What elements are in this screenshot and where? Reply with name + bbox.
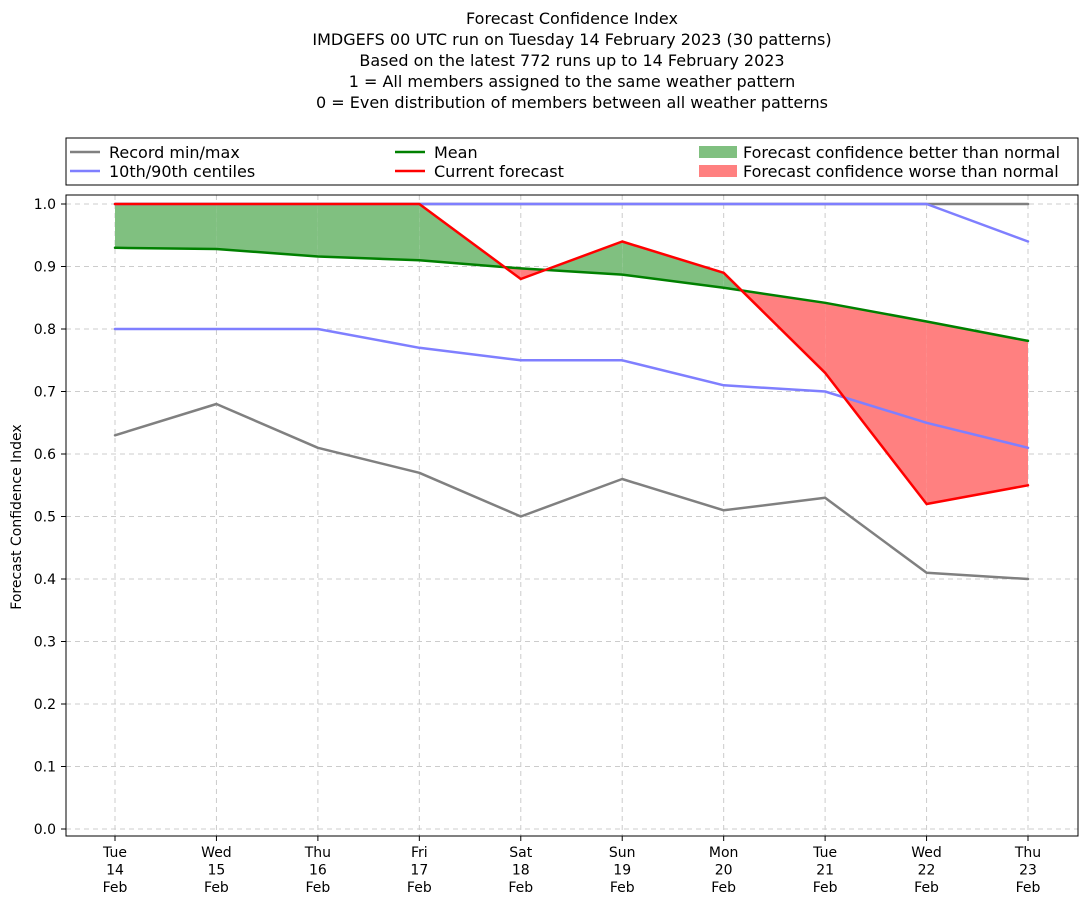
y-tick-label-6: 0.6 — [34, 447, 56, 463]
x-tick-label-8-1: 22 — [918, 863, 936, 879]
y-tick-label-5: 0.5 — [34, 510, 56, 526]
fill-worse-than-normal-11 — [926, 321, 1028, 504]
legend-swatch-worse — [699, 165, 737, 177]
x-tick-label-4-0: Sat — [509, 845, 532, 861]
x-tick-label-3-2: Feb — [407, 880, 432, 896]
x-tick-label-4-2: Feb — [508, 880, 533, 896]
fill-better-than-normal-2 — [317, 204, 420, 261]
series-line-record-min — [113, 402, 1030, 581]
x-tick-label-5-0: Sun — [609, 845, 636, 861]
title-line-1: Forecast Confidence Index — [466, 9, 678, 28]
x-tick-label-8-0: Wed — [911, 845, 942, 861]
legend-frame — [65, 137, 1079, 186]
legend-swatch-better — [699, 146, 737, 158]
y-axis-label: Forecast Confidence Index — [9, 424, 25, 609]
fill-better-than-normal-7 — [622, 241, 724, 288]
x-tick-label-7-2: Feb — [813, 880, 838, 896]
y-tick-label-9: 0.9 — [34, 260, 56, 276]
legend-label-record: Record min/max — [109, 143, 240, 162]
legend-label-centiles: 10th/90th centiles — [109, 162, 255, 181]
x-tick-label-7-0: Tue — [812, 845, 837, 861]
series-lines — [113, 202, 1030, 581]
x-tick-label-0-2: Feb — [103, 880, 128, 896]
x-tick-label-1-0: Wed — [201, 845, 232, 861]
chart-legend: Record min/max 10th/90th centiles Mean C… — [65, 137, 1079, 186]
grid-lines — [66, 195, 1078, 836]
confidence-fills — [115, 204, 1028, 504]
y-tick-label-8: 0.8 — [34, 322, 56, 338]
x-tick-label-3-0: Fri — [411, 845, 428, 861]
legend-label-mean: Mean — [434, 143, 478, 162]
x-tick-label-2-1: 16 — [309, 863, 327, 879]
title-line-4: 1 = All members assigned to the same wea… — [349, 72, 796, 91]
x-tick-label-7-1: 21 — [816, 863, 834, 879]
y-axis: 0.0 0.1 0.2 0.3 0.4 0.5 0.6 0.7 0.8 0.9 1.0 — [34, 197, 66, 838]
chart-title: Forecast Confidence Index IMDGEFS 00 UTC… — [312, 9, 831, 112]
y-tick-label-4: 0.4 — [34, 572, 56, 588]
x-tick-label-8-2: Feb — [914, 880, 939, 896]
title-line-5: 0 = Even distribution of members between… — [316, 93, 828, 112]
x-tick-label-0-1: 14 — [106, 863, 124, 879]
title-line-2: IMDGEFS 00 UTC run on Tuesday 14 Februar… — [312, 30, 831, 49]
x-tick-label-5-2: Feb — [610, 880, 635, 896]
fill-worse-than-normal-10 — [825, 302, 927, 504]
title-line-3: Based on the latest 772 runs up to 14 Fe… — [359, 51, 784, 70]
x-tick-label-1-2: Feb — [204, 880, 229, 896]
legend-label-current: Current forecast — [434, 162, 564, 181]
series-line-mean — [113, 246, 1030, 343]
y-tick-label-1: 0.1 — [34, 760, 56, 776]
fill-better-than-normal-1 — [216, 204, 318, 257]
fill-better-than-normal-0 — [115, 204, 217, 249]
legend-label-better: Forecast confidence better than normal — [743, 143, 1060, 162]
y-tick-label-10: 1.0 — [34, 197, 56, 213]
series-line-current — [113, 202, 1030, 506]
y-tick-label-3: 0.3 — [34, 635, 56, 651]
x-tick-label-9-1: 23 — [1019, 863, 1037, 879]
x-tick-label-2-0: Thu — [304, 845, 331, 861]
x-tick-label-9-0: Thu — [1014, 845, 1041, 861]
x-tick-label-1-1: 15 — [208, 863, 226, 879]
x-tick-label-2-2: Feb — [305, 880, 330, 896]
series-line-p10 — [113, 327, 1030, 450]
plot-frame — [65, 194, 1079, 837]
x-tick-label-6-0: Mon — [709, 845, 739, 861]
legend-label-worse: Forecast confidence worse than normal — [743, 162, 1059, 181]
x-tick-label-4-1: 18 — [512, 863, 530, 879]
x-tick-label-6-2: Feb — [711, 880, 736, 896]
y-tick-label-7: 0.7 — [34, 385, 56, 401]
x-tick-label-9-2: Feb — [1016, 880, 1041, 896]
y-tick-label-2: 0.2 — [34, 697, 56, 713]
x-tick-label-0-0: Tue — [102, 845, 127, 861]
x-tick-label-3-1: 17 — [410, 863, 428, 879]
x-axis: Tue14FebWed15FebThu16FebFri17FebSat18Feb… — [102, 836, 1041, 896]
y-tick-label-0: 0.0 — [34, 822, 56, 838]
x-tick-label-5-1: 19 — [613, 863, 631, 879]
x-tick-label-6-1: 20 — [715, 863, 733, 879]
